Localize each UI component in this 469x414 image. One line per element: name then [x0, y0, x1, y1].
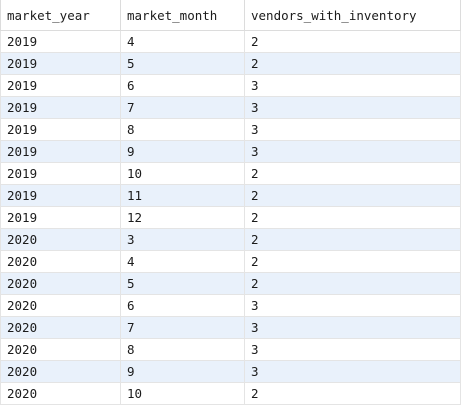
cell-market-year[interactable]: 2019 [0, 162, 121, 185]
column-header-market-month[interactable]: market_month [120, 0, 245, 31]
cell-market-year[interactable]: 2020 [0, 294, 121, 317]
column-header-vendors-with-inventory[interactable]: vendors_with_inventory [244, 0, 461, 31]
cell-vendors-with-inventory[interactable]: 2 [244, 52, 461, 75]
cell-market-year[interactable]: 2020 [0, 338, 121, 361]
table-row[interactable]: 2019 7 3 [0, 96, 461, 119]
cell-market-year[interactable]: 2020 [0, 360, 121, 383]
cell-market-year[interactable]: 2019 [0, 184, 121, 207]
cell-market-year[interactable]: 2020 [0, 272, 121, 295]
cell-market-year[interactable]: 2019 [0, 30, 121, 53]
cell-market-month[interactable]: 6 [120, 74, 245, 97]
cell-market-year[interactable]: 2020 [0, 382, 121, 405]
cell-market-month[interactable]: 7 [120, 96, 245, 119]
cell-market-month[interactable]: 6 [120, 294, 245, 317]
cell-market-month[interactable]: 5 [120, 52, 245, 75]
table-row[interactable]: 2020 4 2 [0, 250, 461, 273]
table-body: 2019 4 2 2019 5 2 2019 6 3 2019 7 3 2019 [0, 30, 461, 405]
cell-market-month[interactable]: 4 [120, 250, 245, 273]
cell-market-year[interactable]: 2020 [0, 250, 121, 273]
cell-vendors-with-inventory[interactable]: 3 [244, 316, 461, 339]
cell-market-month[interactable]: 11 [120, 184, 245, 207]
table-row[interactable]: 2020 9 3 [0, 360, 461, 383]
cell-vendors-with-inventory[interactable]: 2 [244, 382, 461, 405]
cell-market-year[interactable]: 2019 [0, 96, 121, 119]
cell-vendors-with-inventory[interactable]: 2 [244, 184, 461, 207]
cell-market-month[interactable]: 9 [120, 140, 245, 163]
table-row[interactable]: 2019 8 3 [0, 118, 461, 141]
cell-vendors-with-inventory[interactable]: 3 [244, 140, 461, 163]
cell-market-year[interactable]: 2020 [0, 316, 121, 339]
table-row[interactable]: 2019 9 3 [0, 140, 461, 163]
cell-vendors-with-inventory[interactable]: 3 [244, 294, 461, 317]
cell-market-year[interactable]: 2020 [0, 228, 121, 251]
cell-market-month[interactable]: 12 [120, 206, 245, 229]
table-row[interactable]: 2019 10 2 [0, 162, 461, 185]
cell-vendors-with-inventory[interactable]: 3 [244, 118, 461, 141]
cell-market-year[interactable]: 2019 [0, 206, 121, 229]
result-table: market_year market_month vendors_with_in… [0, 0, 461, 405]
cell-market-year[interactable]: 2019 [0, 52, 121, 75]
cell-market-month[interactable]: 5 [120, 272, 245, 295]
table-header: market_year market_month vendors_with_in… [0, 0, 461, 31]
table-row[interactable]: 2019 6 3 [0, 74, 461, 97]
cell-vendors-with-inventory[interactable]: 2 [244, 272, 461, 295]
header-row: market_year market_month vendors_with_in… [0, 0, 461, 31]
cell-market-month[interactable]: 10 [120, 162, 245, 185]
cell-market-year[interactable]: 2019 [0, 140, 121, 163]
cell-market-month[interactable]: 3 [120, 228, 245, 251]
cell-vendors-with-inventory[interactable]: 3 [244, 338, 461, 361]
cell-market-year[interactable]: 2019 [0, 74, 121, 97]
cell-market-month[interactable]: 8 [120, 338, 245, 361]
cell-market-month[interactable]: 7 [120, 316, 245, 339]
cell-market-month[interactable]: 9 [120, 360, 245, 383]
table-row[interactable]: 2020 6 3 [0, 294, 461, 317]
cell-vendors-with-inventory[interactable]: 2 [244, 228, 461, 251]
cell-vendors-with-inventory[interactable]: 3 [244, 74, 461, 97]
table-row[interactable]: 2019 4 2 [0, 30, 461, 53]
table-row[interactable]: 2019 11 2 [0, 184, 461, 207]
table-row[interactable]: 2019 12 2 [0, 206, 461, 229]
cell-market-month[interactable]: 8 [120, 118, 245, 141]
cell-market-month[interactable]: 4 [120, 30, 245, 53]
table-row[interactable]: 2019 5 2 [0, 52, 461, 75]
table-row[interactable]: 2020 10 2 [0, 382, 461, 405]
cell-vendors-with-inventory[interactable]: 2 [244, 250, 461, 273]
cell-market-year[interactable]: 2019 [0, 118, 121, 141]
table-row[interactable]: 2020 3 2 [0, 228, 461, 251]
table-row[interactable]: 2020 7 3 [0, 316, 461, 339]
cell-vendors-with-inventory[interactable]: 2 [244, 206, 461, 229]
cell-vendors-with-inventory[interactable]: 3 [244, 96, 461, 119]
table-row[interactable]: 2020 8 3 [0, 338, 461, 361]
table-row[interactable]: 2020 5 2 [0, 272, 461, 295]
cell-vendors-with-inventory[interactable]: 2 [244, 30, 461, 53]
cell-market-month[interactable]: 10 [120, 382, 245, 405]
cell-vendors-with-inventory[interactable]: 3 [244, 360, 461, 383]
column-header-market-year[interactable]: market_year [0, 0, 121, 31]
cell-vendors-with-inventory[interactable]: 2 [244, 162, 461, 185]
